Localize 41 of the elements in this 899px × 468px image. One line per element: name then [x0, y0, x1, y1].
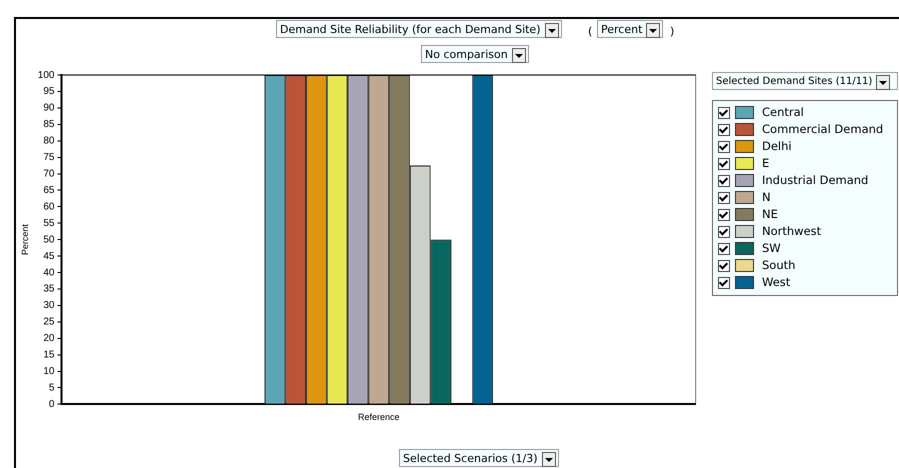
y-tick-label: 55 — [43, 218, 55, 229]
y-tick-label: 95 — [43, 86, 55, 98]
y-tick-label: 65 — [43, 184, 55, 196]
y-tick-label: 10 — [43, 366, 55, 378]
y-tick-label: 15 — [43, 350, 55, 361]
legend-label: N — [762, 190, 771, 204]
text: ( — [588, 25, 592, 38]
legend-label: Commercial Demand — [762, 122, 884, 136]
legend-label: NE — [762, 207, 778, 221]
legend-label: Central — [762, 105, 804, 119]
chart-subtitle: No comparison — [425, 48, 508, 61]
y-tick-label: 5 — [48, 382, 55, 394]
y-tick-label: 30 — [43, 300, 55, 312]
x-tick-label: Reference — [358, 412, 400, 422]
y-axis-title: Percent — [20, 224, 30, 256]
legend-label: West — [762, 275, 790, 289]
y-tick-label: 20 — [43, 333, 55, 344]
y-tick-label: 60 — [43, 201, 55, 212]
legend-label: South — [762, 258, 796, 272]
y-tick-label: 70 — [43, 168, 55, 180]
legend-label: Delhi — [762, 139, 792, 153]
legend-label: Industrial Demand — [762, 173, 868, 187]
y-tick-label: 45 — [43, 250, 55, 262]
y-tick-label: 25 — [43, 316, 55, 328]
legend-label: Northwest — [762, 224, 822, 238]
y-tick-label: 80 — [43, 136, 55, 147]
text: Percent — [601, 23, 642, 36]
y-tick-label: 0 — [48, 398, 55, 410]
legend-title: Selected Demand Sites (11/11) — [716, 76, 872, 87]
chart-title: Demand Site Reliability (for each Demand Site) — [280, 23, 540, 36]
y-tick-label: 40 — [43, 267, 55, 278]
text: Selected Scenarios (1/3) — [403, 452, 538, 465]
y-tick-label: 75 — [43, 152, 55, 164]
legend-label: SW — [762, 241, 781, 255]
y-tick-label: 35 — [43, 284, 55, 295]
y-tick-label: 100 — [38, 70, 55, 81]
y-tick-label: 85 — [43, 119, 55, 130]
y-tick-label: 50 — [43, 234, 55, 246]
legend-label: E — [762, 156, 770, 170]
text: ) — [670, 25, 674, 38]
y-tick-label: 90 — [43, 102, 55, 114]
